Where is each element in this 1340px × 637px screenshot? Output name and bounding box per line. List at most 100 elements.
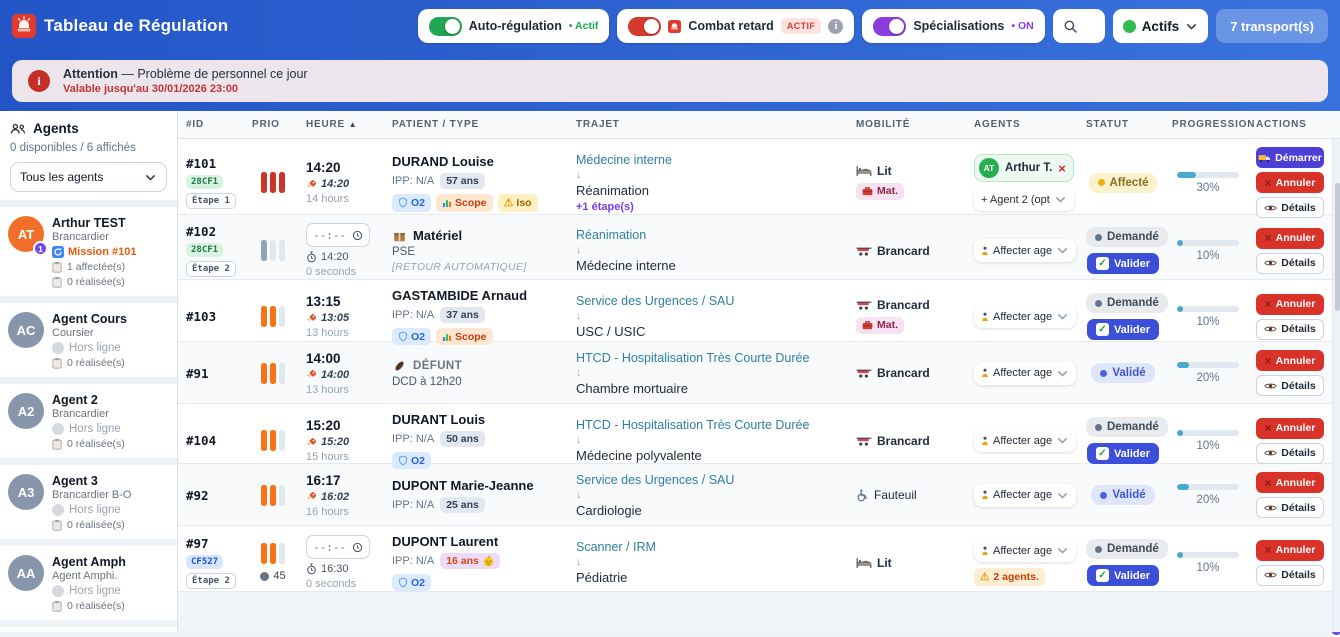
bed-icon: [856, 557, 872, 569]
combat-retard-switch[interactable]: [628, 17, 661, 36]
time-input[interactable]: --:--: [306, 535, 370, 559]
stopwatch-icon: [306, 251, 317, 263]
trajet-from[interactable]: Réanimation: [576, 228, 844, 242]
agent-mission[interactable]: Mission #101: [52, 246, 136, 258]
agent-card[interactable]: A3 Agent 3 Brancardier B-O Hors ligne 0 …: [0, 464, 177, 539]
age-badge: 25 ans: [440, 497, 485, 513]
actions-cell: ×Annuler Détails: [1248, 464, 1330, 526]
details-button[interactable]: Détails: [1256, 319, 1324, 340]
mobilite-cell: Lit: [848, 548, 966, 578]
add-agent-dropdown[interactable]: + Agent 2 (opt: [974, 188, 1074, 211]
col-patient[interactable]: PATIENT / TYPE: [384, 119, 568, 130]
cancel-button[interactable]: ×Annuler: [1256, 172, 1324, 193]
specialisations-switch[interactable]: [873, 17, 906, 36]
col-mobilite[interactable]: MOBILITÉ: [848, 119, 966, 130]
statut-cell: Demandé ✓Valider: [1078, 409, 1164, 472]
scrollbar-thumb[interactable]: [1335, 183, 1340, 311]
statut-cell: Demandé ✓Valider: [1078, 285, 1164, 348]
trajet-from[interactable]: Service des Urgences / SAU: [576, 294, 844, 308]
prio-cell: [244, 298, 298, 335]
agent-card[interactable]: AT1 Arthur TEST Brancardier Mission #101…: [0, 206, 177, 296]
arrow-down-icon: ↓: [576, 169, 844, 181]
trajet-extra-steps[interactable]: +1 étape(s): [576, 201, 844, 213]
trajet-from[interactable]: Médecine interne: [576, 153, 844, 167]
person-icon: [981, 367, 989, 379]
chevron-down-icon: [1056, 310, 1069, 323]
trajet-from[interactable]: Service des Urgences / SAU: [576, 473, 844, 487]
col-heure[interactable]: HEURE ▲: [298, 119, 384, 130]
toolbox-icon: [862, 186, 873, 196]
details-button[interactable]: Détails: [1256, 197, 1324, 218]
search-input[interactable]: [1053, 9, 1105, 43]
agent-card[interactable]: A5 Agent 5 Brancardier Hors ligne 0 réal…: [0, 626, 177, 632]
validate-button[interactable]: ✓Valider: [1087, 319, 1159, 340]
alert-banner: i Attention — Problème de personnel ce j…: [12, 60, 1328, 102]
col-agents[interactable]: AGENTS: [966, 119, 1078, 130]
trajet-from[interactable]: HTCD - Hospitalisation Très Courte Durée: [576, 418, 844, 432]
remove-agent-icon[interactable]: ×: [1058, 161, 1066, 176]
trajet-from[interactable]: Scanner / IRM: [576, 540, 844, 554]
trajet-from[interactable]: HTCD - Hospitalisation Très Courte Durée: [576, 351, 844, 365]
eye-icon: [1264, 571, 1277, 579]
auto-regulation-switch[interactable]: [429, 17, 462, 36]
col-statut[interactable]: STATUT: [1078, 119, 1164, 130]
table-row: #101 28CF1 Étape 1 14:20 14:20 14 hours …: [178, 139, 1340, 215]
agents-count: 0 disponibles / 6 affichés: [10, 142, 167, 154]
chevron-down-icon: [144, 171, 157, 184]
details-button[interactable]: Détails: [1256, 497, 1324, 518]
table-scrollbar[interactable]: [1332, 139, 1340, 632]
cancel-button[interactable]: ×Annuler: [1256, 472, 1324, 493]
cancel-button[interactable]: ×Annuler: [1256, 540, 1324, 561]
wheelchair-icon: [856, 489, 869, 502]
assign-agent-dropdown[interactable]: Affecter age: [974, 305, 1076, 328]
chevron-down-icon: [1056, 434, 1069, 447]
o2-badge: O2: [392, 452, 431, 469]
status-filter-select[interactable]: Actifs: [1113, 9, 1209, 43]
agent-card[interactable]: AA Agent Amph Agent Amphi. Hors ligne 0 …: [0, 545, 177, 620]
details-button[interactable]: Détails: [1256, 443, 1324, 464]
cancel-button[interactable]: ×Annuler: [1256, 350, 1324, 371]
col-trajet[interactable]: TRAJET: [568, 119, 848, 130]
details-button[interactable]: Détails: [1256, 565, 1324, 586]
validate-button[interactable]: ✓Valider: [1087, 443, 1159, 464]
transports-count-button[interactable]: 7 transport(s): [1216, 9, 1328, 43]
assign-agent-dropdown[interactable]: Affecter age: [974, 429, 1076, 452]
assign-agent-dropdown[interactable]: Affecter age: [974, 484, 1076, 507]
cancel-button[interactable]: ×Annuler: [1256, 228, 1324, 249]
validate-button[interactable]: ✓Valider: [1087, 253, 1159, 274]
col-id[interactable]: #ID: [178, 119, 244, 130]
close-icon: ×: [1265, 354, 1272, 368]
time-input[interactable]: --:--: [306, 223, 370, 247]
mobility-label: Brancard: [877, 366, 930, 380]
id-cell: #103: [178, 301, 244, 332]
details-button[interactable]: Détails: [1256, 375, 1324, 396]
person-icon: [981, 435, 989, 447]
chevron-down-icon: [1056, 489, 1069, 502]
info-icon[interactable]: i: [828, 19, 843, 34]
start-button[interactable]: Démarrer: [1256, 147, 1324, 168]
col-prio[interactable]: PRIO: [244, 119, 298, 130]
col-progression[interactable]: PROGRESSION: [1164, 119, 1248, 130]
cancel-button[interactable]: ×Annuler: [1256, 294, 1324, 315]
assign-agent-dropdown[interactable]: Affecter age: [974, 539, 1076, 562]
progress-label: 10%: [1196, 440, 1219, 452]
clipboard-icon: [52, 357, 62, 369]
dot-icon: [260, 572, 269, 581]
specialisations-status: • ON: [1011, 20, 1033, 32]
col-actions[interactable]: ACTIONS: [1248, 119, 1330, 130]
priority-bars: [252, 543, 294, 564]
details-button[interactable]: Détails: [1256, 253, 1324, 274]
agent-card[interactable]: AC Agent Cours Coursier Hors ligne 0 réa…: [0, 302, 177, 377]
validate-button[interactable]: ✓Valider: [1087, 565, 1159, 586]
prio-cell: [244, 355, 298, 392]
alert-info-icon: i: [28, 70, 50, 92]
clipboard-icon: [52, 438, 62, 450]
agent-card[interactable]: A2 Agent 2 Brancardier Hors ligne 0 réal…: [0, 383, 177, 458]
progress-bar: [1177, 240, 1239, 246]
materiel-badge: Mat.: [856, 183, 904, 200]
agents-filter-select[interactable]: Tous les agents: [10, 162, 167, 192]
cancel-button[interactable]: ×Annuler: [1256, 418, 1324, 439]
assign-agent-dropdown[interactable]: Affecter age: [974, 239, 1076, 262]
assign-agent-dropdown[interactable]: Affecter age: [974, 362, 1076, 385]
id-cell: #101 28CF1 Étape 1: [178, 148, 244, 217]
